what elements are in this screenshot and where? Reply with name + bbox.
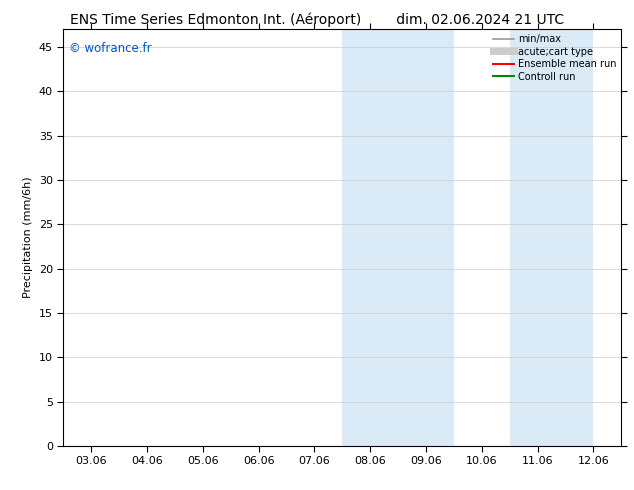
Bar: [342, 29, 398, 446]
Bar: [549, 29, 593, 446]
Y-axis label: Precipitation (mm/6h): Precipitation (mm/6h): [23, 177, 34, 298]
Text: ENS Time Series Edmonton Int. (Aéroport)        dim. 02.06.2024 21 UTC: ENS Time Series Edmonton Int. (Aéroport)…: [70, 12, 564, 27]
Legend: min/max, acute;cart type, Ensemble mean run, Controll run: min/max, acute;cart type, Ensemble mean …: [491, 32, 618, 83]
Bar: [510, 29, 549, 446]
Bar: [398, 29, 454, 446]
Text: © wofrance.fr: © wofrance.fr: [69, 42, 152, 55]
